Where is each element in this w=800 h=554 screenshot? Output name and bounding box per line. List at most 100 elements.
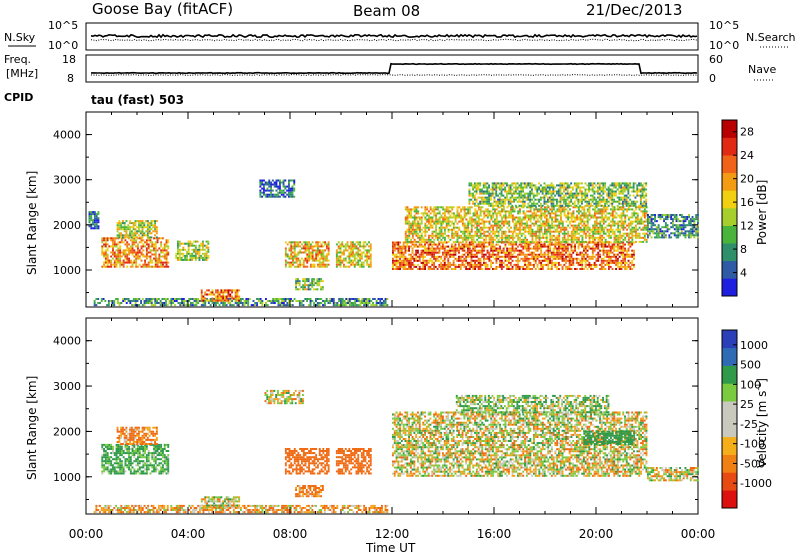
- nsearch-trace: [91, 38, 698, 42]
- data-cell: [250, 304, 253, 307]
- data-cell: [95, 221, 98, 224]
- data-cell: [627, 247, 630, 250]
- data-cell: [147, 298, 150, 300]
- data-cell: [550, 263, 553, 266]
- data-cell: [140, 253, 143, 256]
- data-cell: [482, 186, 485, 189]
- data-cell: [442, 232, 445, 235]
- data-cell: [243, 304, 246, 307]
- data-cell: [232, 297, 235, 300]
- data-cell: [163, 243, 166, 246]
- data-cell: [611, 243, 614, 246]
- data-cell: [547, 249, 550, 252]
- data-cell: [288, 261, 291, 264]
- data-cell: [120, 255, 123, 258]
- data-cell: [308, 255, 310, 258]
- data-cell: [356, 300, 358, 302]
- data-cell: [620, 249, 623, 252]
- data-cell: [586, 259, 589, 262]
- data-cell: [145, 257, 148, 260]
- data-cell: [566, 268, 569, 270]
- data-cell: [475, 265, 478, 268]
- data-cell: [438, 216, 441, 219]
- data-cell: [122, 261, 125, 264]
- data-cell: [525, 259, 528, 262]
- data-cell: [611, 206, 614, 209]
- data-cell: [485, 220, 487, 223]
- data-cell: [417, 210, 420, 213]
- data-cell: [460, 208, 462, 211]
- data-cell: [544, 214, 546, 217]
- data-cell: [615, 249, 617, 252]
- data-cell: [545, 257, 548, 260]
- data-cell: [483, 245, 485, 248]
- data-cell: [574, 238, 577, 241]
- data-cell: [129, 245, 132, 248]
- data-cell: [138, 222, 140, 225]
- data-cell: [429, 238, 432, 241]
- data-cell: [523, 192, 526, 195]
- data-cell: [483, 212, 486, 215]
- data-cell: [502, 202, 505, 205]
- data-cell: [497, 194, 499, 197]
- data-cell: [504, 214, 507, 217]
- data-cell: [447, 210, 450, 213]
- data-cell: [90, 219, 93, 222]
- data-cell: [481, 200, 483, 203]
- data-cell: [125, 298, 128, 300]
- data-cell: [492, 249, 494, 252]
- data-cell: [622, 226, 625, 229]
- data-cell: [417, 232, 420, 235]
- data-cell: [543, 259, 546, 262]
- data-cell: [445, 245, 448, 248]
- data-cell: [560, 212, 562, 215]
- data-cell: [492, 224, 495, 227]
- data-cell: [570, 234, 573, 237]
- data-cell: [642, 240, 645, 243]
- data-cell: [520, 184, 523, 187]
- data-cell: [211, 289, 214, 292]
- data-cell: [529, 204, 532, 207]
- data-cell: [302, 280, 305, 283]
- data-cell: [142, 243, 145, 246]
- data-cell: [560, 226, 562, 229]
- data-cell: [519, 228, 521, 231]
- data-cell: [538, 188, 540, 191]
- data-cell: [215, 297, 217, 300]
- data-cell: [525, 184, 528, 187]
- data-cell: [486, 241, 489, 244]
- data-cell: [477, 202, 480, 205]
- data-cell: [218, 304, 221, 307]
- nave-label: Nave: [748, 63, 776, 76]
- data-cell: [590, 236, 593, 239]
- data-cell: [142, 255, 145, 258]
- data-cell: [506, 234, 509, 237]
- data-cell: [131, 263, 134, 266]
- data-cell: [627, 238, 630, 241]
- data-cell: [400, 259, 403, 262]
- data-cell: [502, 232, 505, 235]
- data-cell: [122, 226, 124, 229]
- data-cell: [447, 240, 450, 243]
- data-cell: [344, 257, 347, 260]
- data-cell: [115, 298, 117, 300]
- data-cell: [586, 218, 589, 221]
- data-cell: [156, 298, 158, 300]
- data-cell: [454, 265, 457, 268]
- data-cell: [158, 253, 161, 256]
- data-cell: [449, 249, 451, 252]
- data-cell: [410, 226, 412, 229]
- data-cell: [502, 224, 505, 227]
- data-cell: [497, 247, 500, 250]
- data-cell: [438, 228, 441, 231]
- data-cell: [551, 208, 553, 211]
- data-cell: [447, 220, 450, 223]
- data-cell: [477, 222, 480, 225]
- data-cell: [476, 224, 479, 227]
- data-cell: [440, 214, 443, 217]
- data-cell: [523, 196, 526, 199]
- data-cell: [606, 216, 609, 219]
- data-cell: [449, 228, 452, 231]
- data-cell: [406, 263, 409, 266]
- data-cell: [633, 234, 636, 237]
